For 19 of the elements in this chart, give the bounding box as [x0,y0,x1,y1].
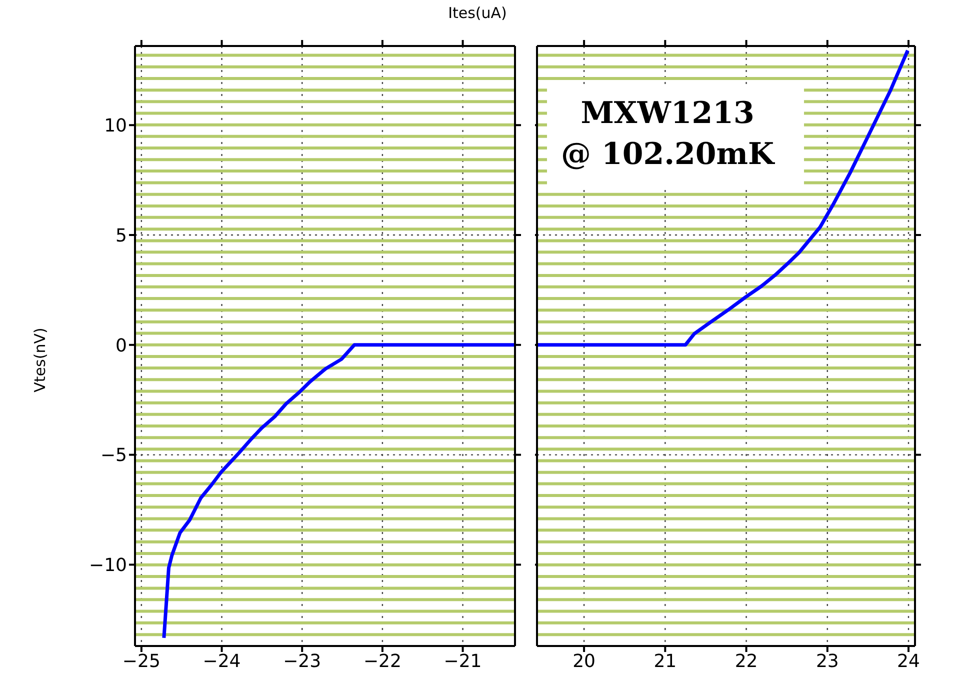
y-tick-label: −10 [89,555,127,576]
x-axis-title: Ites(uA) [447,4,508,22]
x-tick-label: −21 [444,650,482,672]
x-tick-label: 23 [816,650,839,672]
x-tick-label: 24 [897,650,920,672]
x-tick-label: 22 [734,650,758,672]
annotation: @ 102.20mK [561,136,774,174]
x-tick-label: 20 [572,650,596,672]
x-tick-label: −22 [363,650,402,672]
x-tick-label: −23 [283,650,322,672]
y-tick-label: 10 [104,116,127,137]
x-tick-label: −25 [122,650,160,672]
annotation: MXW1213 [580,95,756,133]
y-tick-label: 5 [116,225,127,246]
y-axis-title: Vtes(nV) [31,328,49,392]
y-tick-label: −5 [100,445,127,466]
x-tick-label: −24 [202,650,241,672]
y-tick-label: 0 [116,335,127,356]
x-tick-label: 21 [654,650,677,672]
